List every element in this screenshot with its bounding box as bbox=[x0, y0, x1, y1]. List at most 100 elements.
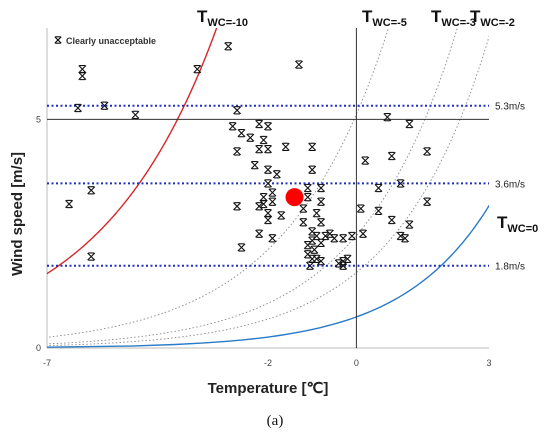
data-point bbox=[228, 122, 237, 131]
curve-label-twc: TWC=-10 bbox=[197, 7, 248, 29]
data-point bbox=[255, 229, 264, 238]
axis-lines bbox=[47, 28, 489, 348]
data-point bbox=[317, 256, 326, 266]
curve-label-twc: TWC=-5 bbox=[362, 7, 407, 29]
data-point bbox=[339, 261, 348, 270]
data-point bbox=[294, 60, 303, 69]
wind-chill-curve-3 bbox=[47, 35, 489, 347]
data-point bbox=[65, 199, 74, 209]
wind-chill-curve-4 bbox=[47, 204, 489, 348]
highlight-point bbox=[285, 188, 304, 207]
data-point bbox=[356, 204, 365, 213]
legend-label: Clearly unacceptable bbox=[66, 36, 156, 46]
data-point bbox=[264, 215, 272, 225]
data-point bbox=[87, 252, 96, 261]
data-point bbox=[224, 42, 233, 51]
data-point bbox=[237, 128, 246, 138]
reference-lines: 5.3m/s 3.6m/s 1.8m/s bbox=[47, 102, 525, 273]
data-point bbox=[131, 110, 140, 120]
data-point bbox=[299, 204, 308, 213]
data-point bbox=[317, 197, 326, 206]
data-point bbox=[330, 234, 339, 243]
data-point bbox=[317, 218, 326, 227]
data-point bbox=[339, 234, 348, 243]
data-point bbox=[268, 234, 277, 243]
legend-asterisk bbox=[54, 36, 62, 44]
y-tick-label: 5 bbox=[36, 114, 41, 124]
data-point bbox=[374, 206, 383, 216]
legend: Clearly unacceptable bbox=[54, 36, 156, 46]
data-point bbox=[347, 231, 356, 241]
data-point bbox=[78, 71, 87, 81]
data-point bbox=[259, 192, 268, 202]
data-point bbox=[246, 133, 255, 142]
curve-label-twc: TWC=-3 bbox=[431, 7, 476, 29]
data-point bbox=[401, 234, 410, 243]
plot-frame bbox=[46, 28, 489, 349]
data-point bbox=[264, 165, 272, 174]
data-point bbox=[387, 151, 396, 161]
x-tick-label: -2 bbox=[264, 358, 272, 368]
data-point bbox=[264, 144, 272, 154]
data-point bbox=[303, 192, 312, 202]
data-point bbox=[78, 64, 87, 74]
data-point bbox=[334, 259, 343, 268]
x-tick-label: -7 bbox=[43, 358, 51, 368]
data-point bbox=[259, 135, 268, 145]
data-points bbox=[65, 42, 432, 270]
data-point bbox=[387, 215, 396, 225]
data-point bbox=[405, 119, 414, 129]
data-point bbox=[193, 64, 202, 74]
data-point bbox=[233, 147, 242, 156]
data-point bbox=[73, 103, 82, 113]
data-point bbox=[317, 183, 326, 193]
reference-label-1: 3.6m/s bbox=[495, 179, 525, 190]
data-point bbox=[423, 147, 432, 156]
data-point bbox=[312, 254, 321, 264]
y-axis-title: Wind speed [m/s] bbox=[9, 152, 26, 276]
data-point bbox=[308, 165, 317, 174]
data-point bbox=[310, 245, 319, 254]
tick-labels: -7 -2 0 3 0 5 bbox=[36, 114, 492, 368]
data-point bbox=[396, 179, 405, 188]
wind-chill-curve-1 bbox=[47, 28, 389, 338]
figure-caption: (a) bbox=[267, 413, 284, 429]
data-point bbox=[308, 142, 317, 152]
data-point bbox=[255, 202, 264, 211]
data-point bbox=[281, 142, 290, 152]
data-point bbox=[233, 106, 242, 115]
data-point bbox=[396, 231, 405, 241]
data-point bbox=[359, 229, 368, 238]
data-point bbox=[383, 112, 392, 122]
reference-label-2: 1.8m/s bbox=[495, 262, 525, 273]
data-point bbox=[272, 170, 281, 179]
data-point bbox=[250, 160, 259, 170]
data-point bbox=[264, 179, 272, 188]
data-point bbox=[255, 144, 264, 154]
data-point bbox=[299, 218, 308, 227]
data-point bbox=[237, 243, 246, 252]
y-tick-label: 0 bbox=[36, 343, 41, 353]
data-point bbox=[264, 208, 272, 218]
reference-label-0: 5.3m/s bbox=[495, 102, 525, 113]
legend-marker-icon bbox=[54, 36, 62, 44]
data-point bbox=[268, 197, 277, 206]
data-point bbox=[255, 119, 264, 129]
data-point bbox=[312, 208, 321, 218]
data-point bbox=[303, 240, 312, 250]
x-tick-label: 3 bbox=[486, 358, 491, 368]
x-tick-label: 0 bbox=[354, 358, 359, 368]
highlight-group bbox=[285, 188, 304, 207]
data-point bbox=[361, 156, 370, 165]
data-point bbox=[233, 202, 242, 211]
data-point bbox=[405, 220, 414, 229]
data-point bbox=[268, 188, 277, 197]
curve-label-twc: TWC=0 bbox=[497, 213, 538, 235]
data-point bbox=[317, 238, 326, 248]
data-point bbox=[100, 101, 109, 110]
data-point bbox=[374, 183, 383, 193]
data-point bbox=[423, 197, 432, 206]
wind-chill-curve-0 bbox=[47, 28, 218, 275]
